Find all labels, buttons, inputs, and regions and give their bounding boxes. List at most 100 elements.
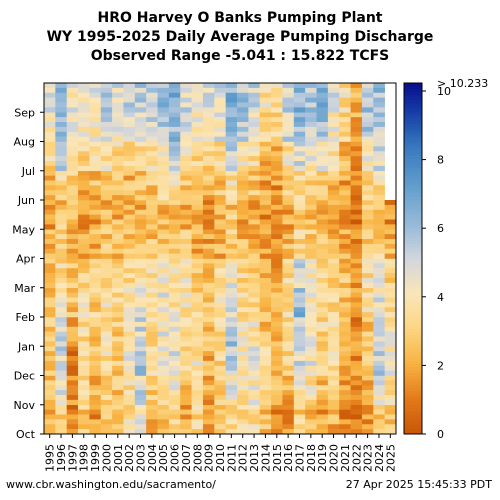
- heatmap-cell: [146, 312, 158, 318]
- heatmap-cell: [214, 126, 226, 133]
- colorbar-segment: [404, 419, 422, 423]
- colorbar-segment: [404, 410, 422, 414]
- heatmap-cell: [248, 258, 261, 264]
- heatmap-cell: [55, 243, 67, 250]
- heatmap-cell: [305, 253, 317, 259]
- heatmap-cell: [293, 321, 306, 328]
- heatmap-cell: [157, 356, 170, 362]
- heatmap-cell: [259, 292, 272, 298]
- heatmap-cell: [78, 92, 90, 98]
- heatmap-cell: [168, 195, 181, 201]
- heatmap-cell: [146, 399, 158, 406]
- x-tick-label: 2007: [180, 444, 193, 472]
- heatmap-cell: [237, 117, 249, 123]
- heatmap-cell: [168, 341, 181, 347]
- heatmap-cell: [180, 268, 192, 274]
- heatmap-cell: [293, 341, 306, 347]
- heatmap-cell: [44, 429, 56, 435]
- heatmap-cell: [44, 419, 56, 425]
- heatmap-cell: [259, 302, 272, 308]
- heatmap-cell: [123, 268, 136, 274]
- heatmap-cell: [384, 365, 397, 371]
- heatmap-cell: [146, 360, 158, 367]
- heatmap-cell: [214, 424, 226, 430]
- heatmap-cell: [146, 102, 158, 108]
- colorbar-segment: [404, 129, 422, 134]
- heatmap-cell: [168, 151, 181, 157]
- heatmap-cell: [339, 278, 351, 284]
- heatmap-cell: [225, 92, 238, 98]
- heatmap-cell: [168, 399, 181, 406]
- heatmap-cell: [89, 170, 102, 176]
- heatmap-cell: [214, 224, 226, 230]
- heatmap-cell: [44, 292, 56, 298]
- heatmap-cell: [225, 370, 238, 376]
- heatmap-cell: [55, 239, 67, 245]
- heatmap-cell: [44, 268, 56, 274]
- heatmap-cell: [293, 136, 306, 142]
- heatmap-cell: [157, 312, 170, 318]
- heatmap-cell: [350, 380, 363, 386]
- heatmap-cell: [350, 326, 363, 332]
- heatmap-cell: [191, 126, 204, 133]
- heatmap-cell: [134, 107, 147, 113]
- heatmap-cell: [112, 117, 124, 123]
- heatmap-cell: [146, 317, 158, 323]
- heatmap-cell: [384, 414, 397, 420]
- heatmap-cell: [361, 409, 374, 415]
- heatmap-cell: [89, 380, 102, 386]
- heatmap-cell: [55, 151, 67, 157]
- heatmap-cell: [180, 161, 192, 167]
- heatmap-cell: [373, 395, 385, 401]
- heatmap-cell: [327, 287, 340, 293]
- heatmap-cell: [339, 195, 351, 201]
- heatmap-cell: [112, 258, 124, 264]
- colorbar-segment: [404, 346, 422, 350]
- heatmap-cell: [78, 370, 90, 376]
- heatmap-cell: [316, 424, 329, 430]
- heatmap-cell: [316, 126, 329, 133]
- heatmap-cell: [112, 170, 124, 176]
- heatmap-cell: [89, 165, 102, 172]
- heatmap-cell: [225, 214, 238, 220]
- heatmap-cell: [191, 165, 204, 172]
- heatmap-cell: [202, 351, 215, 357]
- heatmap-cell: [112, 248, 124, 254]
- heatmap-cell: [248, 195, 261, 201]
- heatmap-cell: [361, 370, 374, 376]
- heatmap-cell: [191, 190, 204, 196]
- heatmap-cell: [112, 102, 124, 108]
- heatmap-cell: [361, 180, 374, 186]
- source-url[interactable]: www.cbr.washington.edu/sacramento/: [6, 478, 216, 491]
- heatmap-cell: [373, 360, 385, 367]
- heatmap-cell: [350, 414, 363, 420]
- heatmap-cell: [134, 83, 147, 89]
- heatmap-cell: [146, 282, 158, 289]
- heatmap-cell: [112, 278, 124, 284]
- heatmap-cell: [78, 385, 90, 391]
- heatmap-cell: [361, 278, 374, 284]
- heatmap-cell: [168, 190, 181, 196]
- heatmap-cell: [123, 414, 136, 420]
- heatmap-cell: [339, 156, 351, 162]
- heatmap-cell: [123, 380, 136, 386]
- heatmap-cell: [168, 180, 181, 186]
- colorbar-segment: [404, 401, 422, 406]
- heatmap-cell: [271, 351, 283, 357]
- heatmap-cell: [305, 107, 317, 113]
- heatmap-cell: [134, 190, 147, 196]
- heatmap-cell: [202, 429, 215, 435]
- heatmap-cell: [214, 419, 226, 425]
- heatmap-cell: [271, 122, 283, 128]
- heatmap-cell: [225, 419, 238, 425]
- heatmap-cell: [327, 302, 340, 308]
- heatmap-cell: [168, 97, 181, 103]
- heatmap-cell: [89, 336, 102, 342]
- heatmap-cell: [384, 224, 397, 230]
- heatmap-cell: [316, 122, 329, 128]
- heatmap-cell: [44, 219, 56, 225]
- heatmap-cell: [282, 229, 295, 235]
- heatmap-cell: [202, 102, 215, 108]
- heatmap-cell: [248, 385, 261, 391]
- heatmap-cell: [361, 248, 374, 254]
